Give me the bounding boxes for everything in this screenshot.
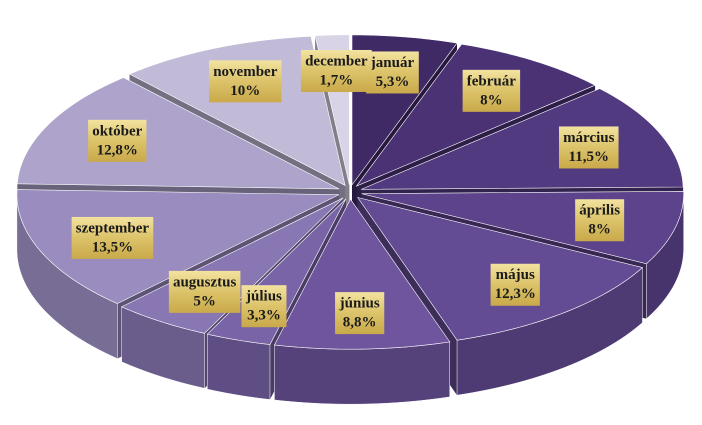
label-value: 1,7% (319, 72, 353, 88)
label-box (241, 285, 287, 328)
label-value: 5% (193, 293, 216, 309)
label-value: 12,8% (97, 142, 138, 158)
data-label: május 12,3% (490, 263, 540, 306)
slice-top (273, 198, 451, 350)
label-value: 11,5% (569, 149, 609, 165)
label-box (462, 69, 521, 112)
label-name: május (496, 267, 535, 283)
data-label: április 8% (575, 199, 625, 242)
label-value: 12,3% (495, 286, 536, 302)
data-label: szeptember 13,5% (71, 216, 154, 259)
label-box (335, 292, 385, 335)
label-name: január (370, 55, 415, 71)
label-name: szeptember (76, 220, 150, 236)
slice-top (128, 35, 346, 186)
label-box (300, 49, 372, 92)
label-name: április (579, 203, 620, 219)
data-label: július 3,3% (241, 285, 287, 328)
label-name: február (467, 73, 516, 89)
label-box (88, 119, 147, 162)
label-name: július (245, 289, 282, 305)
data-label: augusztus 5% (168, 270, 241, 313)
data-label: december 1,7% (300, 49, 372, 92)
label-box (490, 263, 540, 306)
data-label: február 8% (462, 69, 521, 112)
data-label: március 11,5% (558, 126, 619, 169)
slice (273, 198, 451, 405)
label-name: március (563, 130, 615, 146)
data-label: január 5,3% (366, 51, 419, 94)
data-label: június 8,8% (335, 292, 385, 335)
slice-side (274, 341, 451, 405)
label-value: 8,8% (343, 315, 377, 331)
label-box (209, 60, 282, 103)
label-name: december (305, 53, 368, 69)
label-value: 5,3% (376, 74, 410, 90)
label-value: 13,5% (92, 239, 133, 255)
label-box (71, 216, 154, 259)
label-value: 8% (588, 222, 611, 238)
label-box (366, 51, 419, 94)
label-value: 8% (480, 92, 503, 108)
slice-side (207, 333, 271, 400)
label-box (575, 199, 625, 242)
label-name: augusztus (173, 274, 237, 290)
label-name: június (339, 296, 380, 312)
label-name: november (213, 64, 277, 80)
label-box (558, 126, 619, 169)
label-value: 3,3% (247, 308, 281, 324)
data-label: november 10% (209, 60, 282, 103)
label-name: október (92, 123, 142, 139)
slice-top (355, 43, 596, 187)
data-label: október 12,8% (88, 119, 147, 162)
label-box (168, 270, 241, 313)
label-value: 10% (230, 83, 260, 99)
